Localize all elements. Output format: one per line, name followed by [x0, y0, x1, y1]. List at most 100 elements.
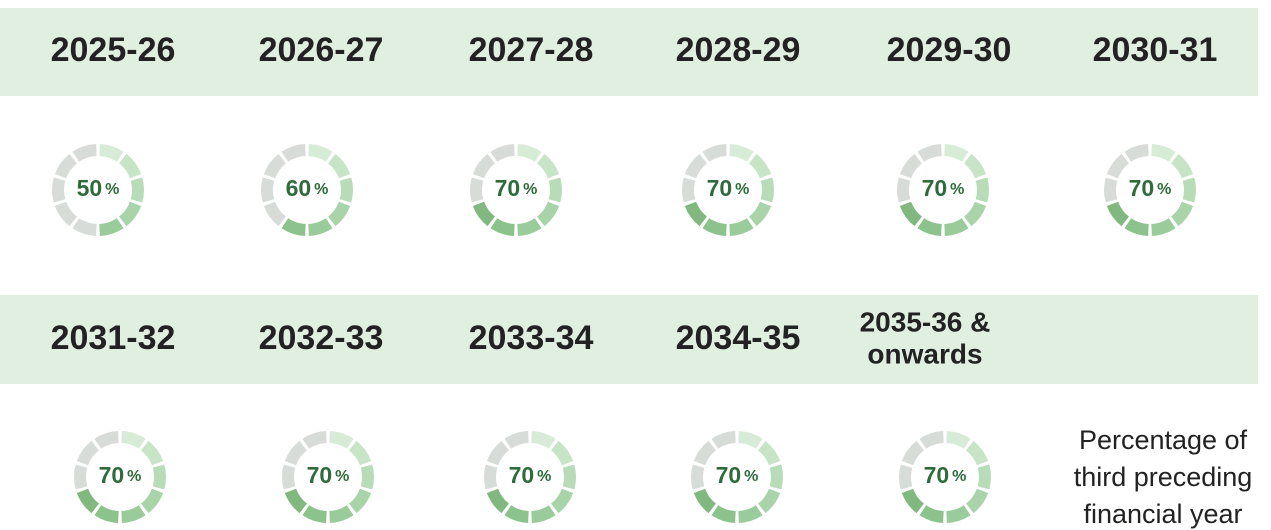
donut-hole — [65, 157, 131, 223]
donut-segment — [684, 153, 707, 179]
donut-segment — [901, 440, 924, 466]
donut-segment — [691, 464, 705, 490]
year-label: onwards — [867, 338, 982, 369]
year-label: 2033-34 — [469, 319, 594, 357]
donut-segment — [711, 505, 736, 523]
donut-segment — [531, 505, 556, 523]
donut-segment — [281, 144, 306, 162]
donut-segment — [504, 431, 529, 449]
donut-segment — [1124, 144, 1149, 162]
year-label: 2034-35 — [676, 319, 801, 357]
percent-label: 50% — [77, 175, 120, 201]
donut-hole — [274, 157, 340, 223]
donut-segment — [899, 201, 922, 227]
percent-value: 50 — [77, 175, 103, 201]
percent-sign: % — [1157, 181, 1171, 198]
percent-value: 70 — [716, 462, 742, 488]
donut-segment — [119, 201, 142, 227]
donut-segment — [1106, 201, 1129, 227]
percent-value: 70 — [509, 462, 535, 488]
donut-segment — [308, 144, 333, 162]
note: third preceding — [1074, 462, 1253, 492]
percent-sign: % — [744, 468, 758, 485]
percent-label: 70% — [922, 175, 965, 201]
year-label: 2031-32 — [51, 319, 176, 357]
donut — [1103, 144, 1196, 236]
donut-segment — [1124, 218, 1149, 236]
percent-sign: % — [314, 181, 328, 198]
percent-label: 70% — [99, 462, 142, 488]
donut — [51, 144, 145, 236]
donut-segment — [1151, 218, 1176, 236]
donut — [682, 144, 775, 236]
donut — [74, 431, 166, 523]
donut-segment — [1151, 144, 1176, 162]
percent-label: 70% — [495, 175, 538, 201]
percent-value: 70 — [99, 462, 125, 488]
donut-segment — [74, 464, 88, 490]
donut-segment — [944, 218, 969, 236]
donut-hole — [695, 157, 761, 223]
donut-segment — [548, 177, 562, 203]
donut-segment — [551, 488, 574, 514]
donut — [260, 144, 353, 236]
header-band — [0, 295, 1258, 384]
donut-segment — [486, 488, 509, 514]
donut-segment — [964, 153, 987, 179]
donut-segment — [562, 464, 576, 490]
donut-segment — [977, 464, 992, 490]
donut-segment — [769, 464, 784, 490]
donut-segment — [263, 201, 286, 227]
donut-segment — [302, 505, 327, 523]
donut-segment — [919, 431, 944, 449]
donut-segment — [328, 153, 351, 179]
donut-segment — [490, 218, 515, 236]
donut-segment — [901, 488, 924, 514]
donut-segment — [702, 144, 727, 162]
donut-segment — [99, 144, 124, 162]
year-label: 2035-36 & — [860, 306, 991, 337]
percent-value: 60 — [286, 175, 312, 201]
year-label: 2032-33 — [259, 319, 384, 357]
donut-segment — [121, 505, 146, 523]
donut-hole — [295, 444, 361, 510]
percent-value: 70 — [922, 175, 948, 201]
donut-segment — [360, 464, 374, 490]
donut-segment — [284, 488, 307, 514]
donut-segment — [54, 201, 77, 227]
year-label: 2028-29 — [676, 31, 801, 69]
note: Percentage of — [1079, 425, 1248, 455]
donut-hole — [87, 444, 153, 510]
donut — [282, 431, 374, 523]
donut-segment — [119, 153, 142, 179]
donut-segment — [919, 505, 944, 523]
donut-segment — [946, 505, 971, 523]
donut — [897, 144, 989, 236]
donut-segment — [72, 144, 97, 162]
donut-segment — [729, 144, 754, 162]
donut-segment — [1171, 153, 1194, 179]
donut-segment — [99, 218, 124, 236]
percent-sign: % — [335, 468, 349, 485]
donut-segment — [54, 153, 77, 179]
percent-sign: % — [105, 181, 119, 198]
donut-segment — [490, 144, 515, 162]
percent-value: 70 — [924, 462, 950, 488]
year-label: 2027-28 — [469, 31, 594, 69]
donut-segment — [964, 201, 987, 227]
donut-segment — [349, 440, 372, 466]
donut-segment — [281, 218, 306, 236]
donut-segment — [472, 201, 495, 227]
donut-hole — [497, 444, 563, 510]
donut-segment — [738, 431, 763, 449]
donut-segment — [263, 153, 286, 179]
donut-segment — [152, 464, 166, 490]
percent-value: 70 — [707, 175, 733, 201]
donut-segment — [758, 488, 781, 514]
donut-segment — [486, 440, 509, 466]
year-label: 2030-31 — [1093, 31, 1218, 69]
percent-value: 70 — [495, 175, 521, 201]
donut-segment — [975, 177, 989, 203]
donut-segment — [917, 218, 942, 236]
donut-segment — [760, 177, 775, 203]
